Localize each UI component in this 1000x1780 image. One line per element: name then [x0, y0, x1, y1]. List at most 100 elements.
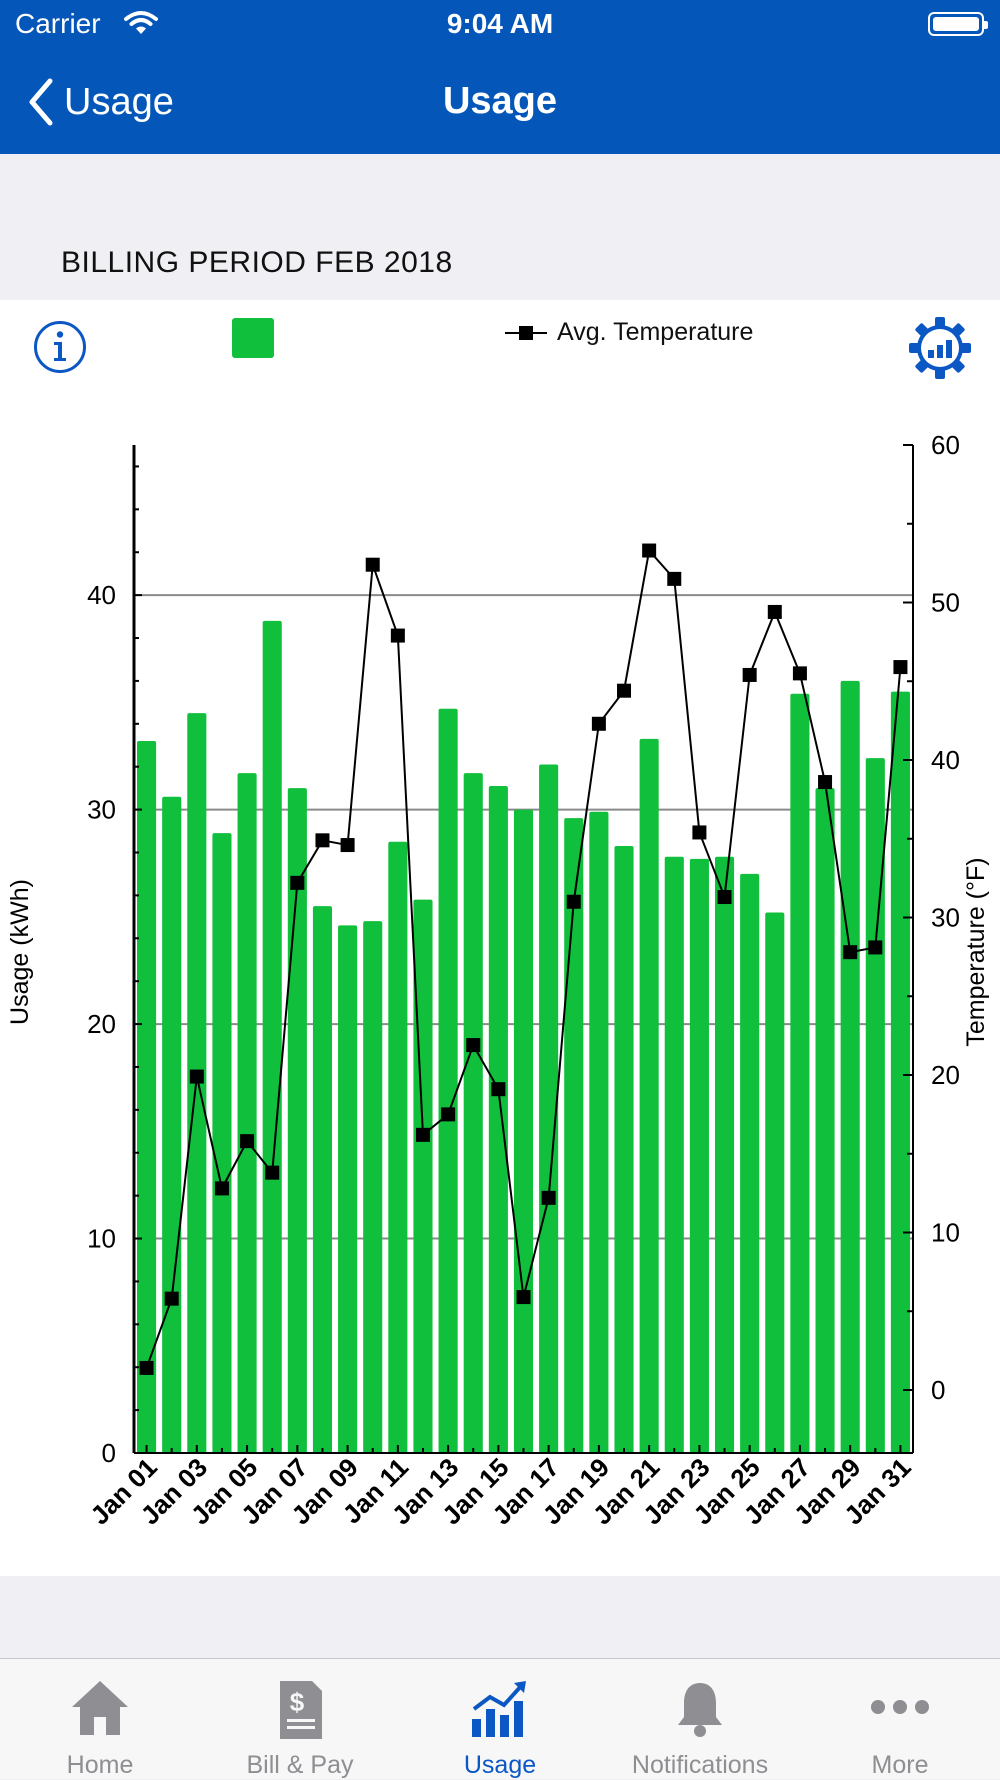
usage-bar — [463, 773, 483, 1453]
tab-label: Notifications — [631, 1751, 769, 1779]
tab-home[interactable]: Home — [0, 1659, 200, 1779]
tab-label: Usage — [463, 1751, 537, 1779]
usage-bar — [539, 764, 559, 1453]
temperature-point — [617, 683, 632, 698]
y2-tick-label: 60 — [931, 430, 960, 460]
temperature-point — [792, 666, 807, 681]
nav-bar: Usage Usage — [0, 50, 1000, 154]
temperature-point — [441, 1107, 456, 1122]
more-dots-icon — [871, 1700, 929, 1714]
temperature-point — [265, 1165, 280, 1180]
temperature-point — [541, 1190, 556, 1205]
tab-label: More — [871, 1751, 929, 1779]
y-tick-label: 40 — [87, 580, 116, 610]
temperature-point — [667, 571, 682, 586]
tab-notifications[interactable]: Notifications — [600, 1659, 800, 1779]
status-bar: Carrier 9:04 AM — [0, 0, 1000, 50]
chart-axes — [132, 444, 914, 1454]
back-label: Usage — [64, 80, 174, 123]
y2-tick-label: 30 — [931, 903, 960, 933]
y2-axis-label: Temperature (°F) — [962, 857, 990, 1046]
bell-icon — [678, 1683, 722, 1737]
usage-bar — [388, 841, 408, 1453]
legend-temperature-marker — [505, 325, 547, 340]
back-button[interactable]: Usage — [28, 74, 174, 130]
y-tick-label: 10 — [87, 1224, 116, 1254]
usage-bar — [338, 925, 358, 1453]
chart-settings-gear-icon[interactable] — [908, 316, 972, 380]
bill-icon: $ — [280, 1681, 322, 1739]
temperature-point — [491, 1082, 506, 1097]
temperature-point — [415, 1127, 430, 1142]
temperature-point — [893, 660, 908, 675]
billing-period-title: BILLING PERIOD FEB 2018 — [61, 246, 453, 279]
tab-label: Bill & Pay — [246, 1751, 354, 1779]
temperature-point — [164, 1291, 179, 1306]
temperature-point — [692, 825, 707, 840]
usage-bar — [689, 858, 709, 1453]
usage-bar — [212, 833, 232, 1453]
usage-bar — [513, 809, 534, 1453]
usage-chart-icon — [472, 1681, 526, 1737]
usage-bar — [790, 693, 810, 1453]
info-icon[interactable] — [33, 320, 87, 374]
y2-tick-label: 0 — [931, 1375, 945, 1405]
temperature-line — [139, 543, 908, 1375]
usage-bar — [840, 680, 860, 1453]
temperature-point — [642, 543, 657, 558]
usage-bar — [137, 740, 157, 1453]
usage-bar — [262, 620, 282, 1453]
usage-bar — [614, 846, 634, 1453]
usage-bar — [488, 786, 508, 1453]
house-icon — [72, 1681, 128, 1735]
y2-tick-label: 50 — [931, 588, 960, 618]
usage-bars — [137, 620, 910, 1453]
usage-bar — [714, 856, 735, 1453]
usage-bar — [287, 788, 307, 1453]
battery-icon — [928, 12, 988, 36]
tab-label: Home — [66, 1751, 134, 1779]
usage-bar — [639, 738, 659, 1453]
usage-bar — [815, 788, 835, 1453]
temperature-point — [767, 604, 782, 619]
svg-text:$: $ — [290, 1687, 305, 1717]
usage-bar — [765, 912, 785, 1453]
temperature-point — [466, 1038, 481, 1053]
temperature-point — [139, 1360, 154, 1375]
y-tick-label: 0 — [102, 1438, 116, 1468]
legend-usage-swatch — [232, 318, 274, 358]
tab-more[interactable]: More — [800, 1659, 1000, 1779]
wifi-icon — [124, 11, 158, 34]
temperature-point — [340, 838, 355, 853]
temperature-point — [214, 1181, 229, 1196]
legend-temperature: Avg. Temperature — [505, 318, 753, 347]
status-time: 9:04 AM — [446, 8, 554, 39]
temperature-point — [742, 667, 757, 682]
usage-bar — [237, 773, 257, 1453]
usage-bar — [890, 691, 910, 1453]
usage-bar — [740, 873, 760, 1453]
usage-bar — [664, 856, 684, 1453]
usage-bar — [564, 818, 584, 1453]
y-tick-label: 30 — [87, 795, 116, 825]
y2-tick-label: 20 — [931, 1060, 960, 1090]
temperature-point — [315, 833, 330, 848]
temperature-point — [717, 890, 732, 905]
tab-bill-pay[interactable]: $ Bill & Pay — [200, 1659, 400, 1779]
usage-bar — [162, 796, 182, 1453]
usage-bar — [438, 708, 458, 1453]
temperature-point — [566, 894, 581, 909]
page-title: Usage — [442, 80, 558, 122]
temperature-point — [843, 945, 858, 960]
tab-bar: Home $ Bill & Pay Usage Notifications — [0, 1658, 1000, 1779]
y-axis-label: Usage (kWh) — [6, 879, 34, 1025]
chevron-left-icon — [29, 78, 53, 126]
tab-usage[interactable]: Usage — [400, 1659, 600, 1779]
usage-bar — [312, 906, 333, 1453]
temperature-point — [516, 1290, 531, 1305]
y2-tick-label: 10 — [931, 1218, 960, 1248]
temperature-point — [390, 628, 405, 643]
temperature-point — [240, 1134, 255, 1149]
y2-tick-label: 40 — [931, 745, 960, 775]
